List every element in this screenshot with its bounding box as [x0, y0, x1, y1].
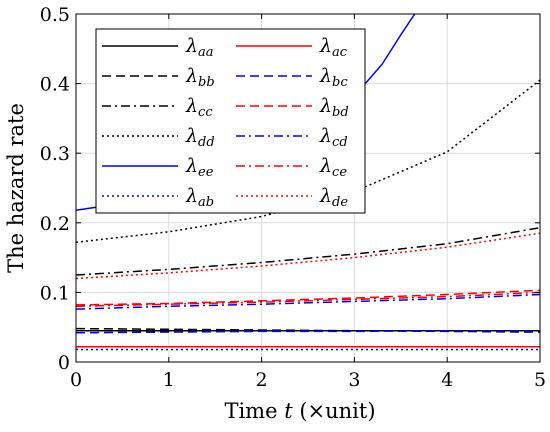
y-tick-label: 0 [58, 352, 70, 374]
legend-label-ab: λab [185, 185, 214, 210]
series-line-bb [76, 327, 540, 333]
legend-label-aa: λaa [185, 35, 214, 60]
legend-label-bd: λbd [319, 95, 349, 120]
series-lines [76, 14, 540, 351]
series-line-ce [76, 291, 540, 308]
x-axis-title: Time t (×unit) [224, 399, 375, 423]
y-tick-label: 0.1 [40, 282, 70, 304]
x-tick-label: 3 [348, 369, 360, 391]
x-tick-label: 5 [534, 369, 546, 391]
plot-area-frame [75, 13, 541, 363]
axis-ticks: 0 1 2 3 4 5 0 0.1 0.2 0.3 0.4 0.5 [40, 4, 546, 391]
legend-label-bb: λbb [185, 65, 215, 90]
legend: λaa λbb λcc λdd λee λab λac λbc λbd λcd λce λde [95, 28, 366, 214]
y-tick-label: 0.4 [40, 74, 70, 96]
y-axis-title: The hazard rate [4, 103, 28, 273]
y-tick-label: 0.5 [40, 4, 70, 26]
series-line-de [76, 232, 540, 280]
legend-label-cd: λcd [319, 125, 348, 150]
series-line-cd [76, 293, 540, 310]
legend-label-ac: λac [319, 35, 348, 60]
y-tick-label: 0.2 [40, 213, 70, 235]
x-tick-label: 1 [163, 369, 175, 391]
legend-label-ce: λce [319, 155, 347, 180]
legend-label-dd: λdd [185, 125, 215, 150]
x-tick-label: 2 [256, 369, 268, 391]
legend-box [95, 28, 366, 214]
legend-label-ee: λee [185, 155, 214, 180]
legend-label-bc: λbc [319, 65, 348, 90]
x-tick-label: 0 [70, 369, 82, 391]
series-line-bd [76, 289, 540, 306]
legend-label-cc: λcc [185, 95, 213, 120]
x-tick-label: 4 [441, 369, 453, 391]
series-line-bc [76, 329, 540, 334]
y-tick-label: 0.3 [40, 143, 70, 165]
series-line-cc [76, 226, 540, 276]
legend-label-de: λde [319, 185, 348, 210]
